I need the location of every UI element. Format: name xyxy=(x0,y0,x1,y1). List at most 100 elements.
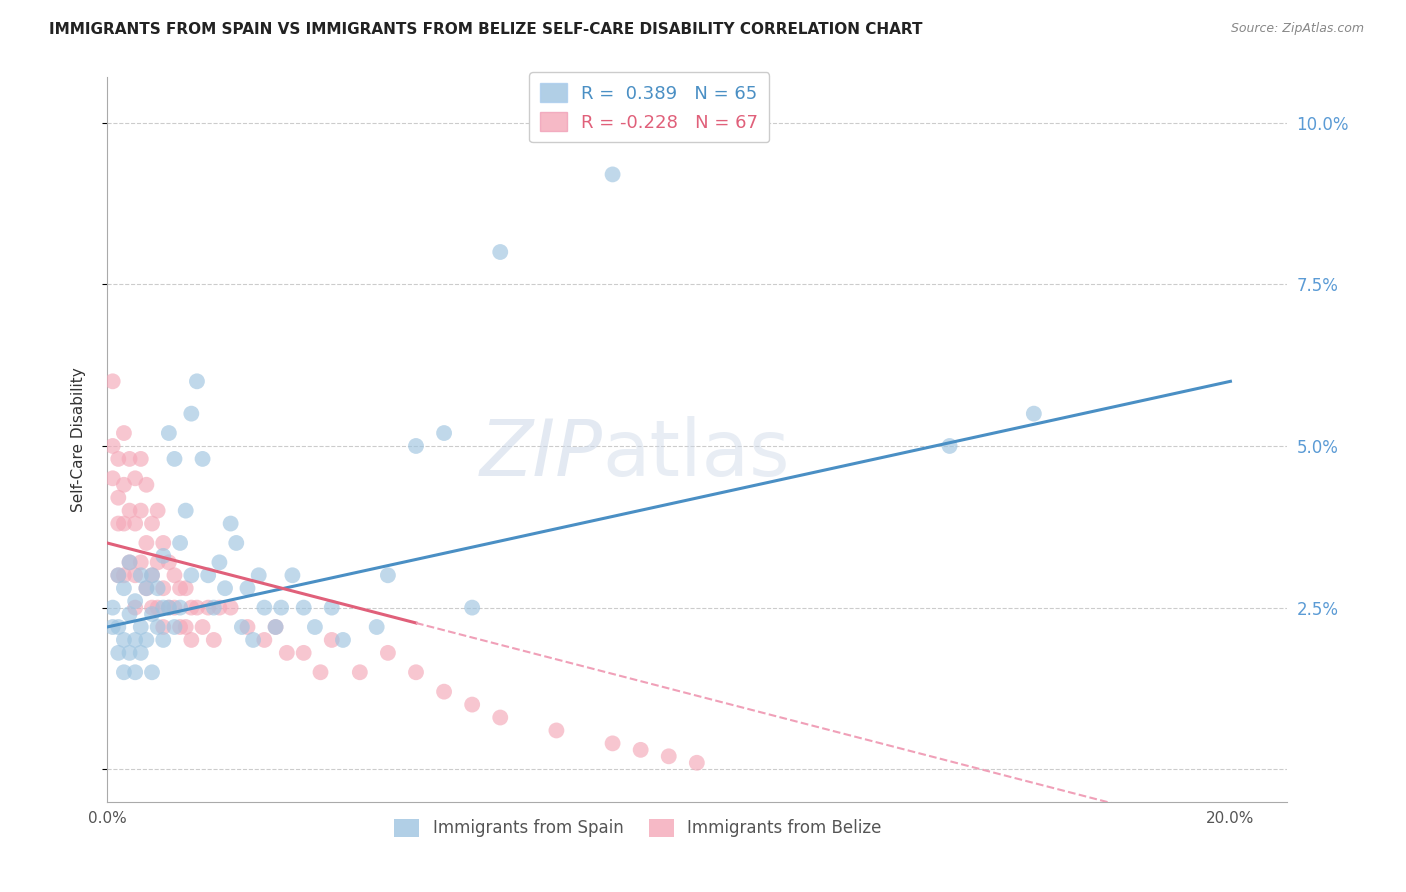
Point xyxy=(219,600,242,615)
Point xyxy=(377,568,399,582)
Point xyxy=(152,549,174,563)
Text: atlas: atlas xyxy=(603,416,790,492)
Point xyxy=(107,646,129,660)
Point xyxy=(112,425,135,440)
Point xyxy=(135,477,157,491)
Point xyxy=(658,749,681,764)
Point xyxy=(202,600,225,615)
Point xyxy=(124,632,146,647)
Point xyxy=(118,646,141,660)
Point xyxy=(124,600,146,615)
Point xyxy=(107,568,129,582)
Point xyxy=(129,568,152,582)
Point xyxy=(135,581,157,595)
Point xyxy=(461,600,484,615)
Point xyxy=(112,516,135,531)
Point xyxy=(152,600,174,615)
Point xyxy=(112,581,135,595)
Point xyxy=(276,646,298,660)
Point xyxy=(163,568,186,582)
Point xyxy=(236,620,259,634)
Point xyxy=(141,568,163,582)
Point xyxy=(135,632,157,647)
Point xyxy=(405,439,427,453)
Point xyxy=(180,568,202,582)
Point xyxy=(118,607,141,621)
Point xyxy=(135,581,157,595)
Point xyxy=(129,555,152,569)
Point xyxy=(292,646,315,660)
Point xyxy=(225,536,247,550)
Point xyxy=(309,665,332,680)
Point xyxy=(214,581,236,595)
Point xyxy=(169,620,191,634)
Point xyxy=(107,451,129,466)
Point xyxy=(169,600,191,615)
Point xyxy=(405,665,427,680)
Legend: Immigrants from Spain, Immigrants from Belize: Immigrants from Spain, Immigrants from B… xyxy=(388,812,889,844)
Point xyxy=(146,503,169,517)
Text: ZIP: ZIP xyxy=(479,416,603,492)
Point xyxy=(292,600,315,615)
Point xyxy=(146,581,169,595)
Point xyxy=(129,646,152,660)
Point xyxy=(191,451,214,466)
Point xyxy=(141,665,163,680)
Point xyxy=(152,536,174,550)
Point xyxy=(197,600,219,615)
Point xyxy=(630,743,652,757)
Point xyxy=(146,555,169,569)
Point xyxy=(107,516,129,531)
Point xyxy=(546,723,568,738)
Point xyxy=(264,620,287,634)
Point xyxy=(124,594,146,608)
Point xyxy=(686,756,709,770)
Point xyxy=(152,581,174,595)
Point xyxy=(101,374,124,388)
Point xyxy=(489,245,512,260)
Point xyxy=(112,477,135,491)
Point xyxy=(118,503,141,517)
Point xyxy=(163,451,186,466)
Point xyxy=(163,600,186,615)
Point xyxy=(202,632,225,647)
Point xyxy=(1022,407,1045,421)
Point xyxy=(197,568,219,582)
Point xyxy=(186,374,208,388)
Point xyxy=(101,600,124,615)
Point xyxy=(281,568,304,582)
Point xyxy=(219,516,242,531)
Point xyxy=(349,665,371,680)
Point xyxy=(141,607,163,621)
Point xyxy=(157,425,180,440)
Point xyxy=(332,632,354,647)
Point xyxy=(186,600,208,615)
Point xyxy=(321,632,343,647)
Point xyxy=(602,168,624,182)
Point xyxy=(231,620,253,634)
Point xyxy=(124,568,146,582)
Point xyxy=(124,471,146,485)
Point xyxy=(938,439,960,453)
Point xyxy=(157,600,180,615)
Point xyxy=(242,632,264,647)
Point xyxy=(112,568,135,582)
Point xyxy=(180,600,202,615)
Point xyxy=(112,665,135,680)
Text: Source: ZipAtlas.com: Source: ZipAtlas.com xyxy=(1230,22,1364,36)
Point xyxy=(107,620,129,634)
Point xyxy=(101,620,124,634)
Point xyxy=(169,581,191,595)
Point xyxy=(157,555,180,569)
Point xyxy=(163,620,186,634)
Point xyxy=(157,600,180,615)
Point xyxy=(208,555,231,569)
Point xyxy=(180,407,202,421)
Point xyxy=(253,632,276,647)
Point xyxy=(174,620,197,634)
Point xyxy=(264,620,287,634)
Point xyxy=(124,516,146,531)
Point xyxy=(152,620,174,634)
Point xyxy=(129,503,152,517)
Point xyxy=(253,600,276,615)
